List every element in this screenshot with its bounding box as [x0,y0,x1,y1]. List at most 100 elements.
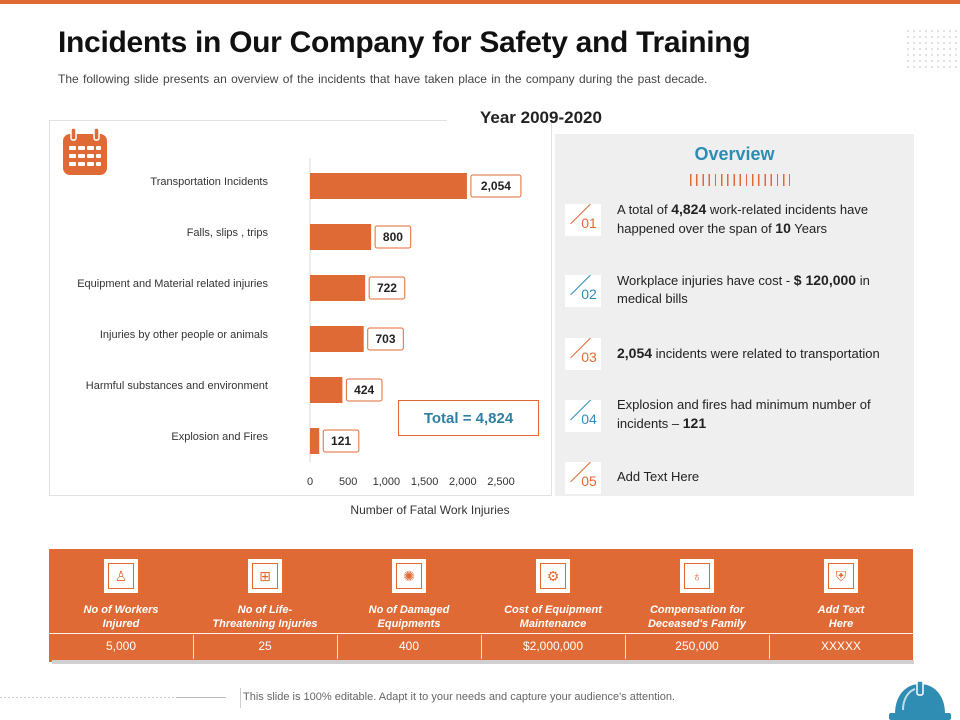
overview-item-text: 2,054 incidents were related to transpor… [617,345,880,361]
overview-item-number: 03 [565,338,601,370]
stat-value: $2,000,000 [522,639,584,653]
stats-divider [49,633,913,634]
data-label: 2,054 [481,179,511,193]
year-label: Year 2009-2020 [480,108,602,127]
data-label: 800 [383,230,403,244]
icon-glyph: ⊞ [252,563,278,589]
stat-separator [337,635,338,659]
category-label: Injuries by other people or animals [100,329,269,341]
stat-column: ♙ No of Workers Injured 5,000 [49,549,193,662]
page-title: Incidents in Our Company for Safety and … [58,26,751,59]
safety-helmet-icon [889,680,951,720]
gear-wrench-icon: ⚙ [536,559,570,593]
overview-item: 01 A total of 4,824 work-related incident… [565,200,910,250]
stats-band: ♙ No of Workers Injured 5,000 ⊞ No of Life- Th… [49,549,913,662]
x-tick-label: 2,000 [449,476,477,488]
data-label-box [368,276,406,300]
damaged-gears-icon: ✺ [392,559,426,593]
icon-glyph: ⛨ [828,563,854,589]
stat-value: 250,000 [675,639,719,653]
stat-value: 5,000 [105,639,137,653]
x-tick-label: 500 [339,476,357,488]
data-label-box [374,225,412,249]
category-label: Equipment and Material related injuries [77,278,268,290]
icon-glyph: ♙ [108,563,134,589]
overview-item-text: Add Text Here [617,469,700,484]
stat-value: 25 [258,639,272,653]
footer-rule [0,697,226,698]
bar [310,428,320,454]
stat-label: No of Life- Threatening Injuries [212,604,318,630]
data-label: 424 [354,383,374,397]
hospital-bed-icon: ⊞ [248,559,282,593]
stat-label: Add Text Here [817,604,865,630]
chart-panel [49,120,552,496]
overview-title: Overview [694,144,775,164]
x-tick-label: 2,500 [487,476,515,488]
data-label-box [345,378,383,402]
overview-item-text: Explosion and fires had minimum number o… [617,397,871,431]
top-accent-bar [0,0,960,4]
bar [310,173,467,199]
stat-column: ⚙ Cost of Equipment Maintenance $2,000,000 [481,549,625,662]
category-label: Transportation Incidents [150,176,268,188]
page-subtitle: The following slide presents an overview… [58,72,708,86]
bar [310,224,372,250]
bar [310,377,343,403]
overview-item: 04 Explosion and fires had minimum number… [565,396,910,446]
stat-separator [769,635,770,659]
stat-label: Cost of Equipment Maintenance [504,604,602,630]
stat-column: ⛨ Add Text Here XXXXX [769,549,913,662]
family-hands-icon: ♁ [680,559,714,593]
overview-item: 03 2,054 incidents were related to transp… [565,334,910,384]
overview-panel: Overview 01 A total of 4,824 work-related… [555,134,914,496]
category-label: Explosion and Fires [171,431,268,443]
overview-item-number: 01 [565,204,601,236]
icon-glyph: ♁ [684,563,710,589]
bar-chart: Transportation Incidents 2,054 Falls, slip… [77,158,522,488]
icon-glyph: ✺ [396,563,422,589]
stat-column: ⊞ No of Life- Threatening Injuries 25 [193,549,337,662]
data-label: 121 [331,434,351,448]
overview-item-text: Workplace injuries have cost - $ 120,000… [617,272,870,306]
worker-icon: ♙ [104,559,138,593]
overview-item: 02 Workplace injuries have cost - $ 120,0… [565,271,910,321]
overview-item-number: 02 [565,275,601,307]
decorative-dot-grid [905,28,957,72]
footer-divider [240,688,241,708]
calendar-icon [63,127,107,175]
x-axis-title: Number of Fatal Work Injuries [350,503,510,517]
overview-item: 05 Add Text Here [565,458,910,508]
stats-band-shadow [52,660,914,664]
stat-label: No of Damaged Equipments [368,604,450,630]
decorative-tick-marks [690,174,790,186]
data-label: 722 [377,281,397,295]
bar [310,275,366,301]
stat-value: 400 [398,639,420,653]
data-label-box [367,327,404,351]
x-tick-label: 1,500 [411,476,439,488]
bar [310,326,364,352]
x-tick-label: 0 [307,476,313,488]
stat-column: ♁ Compensation for Deceased's Family 250,00… [625,549,769,662]
category-label: Falls, slips , trips [187,227,269,239]
footer-rule-solid [176,697,226,698]
data-label-box [470,174,522,198]
category-label: Harmful substances and environment [86,380,268,392]
data-label: 703 [375,332,395,346]
stat-separator [481,635,482,659]
icon-glyph: ⚙ [540,563,566,589]
stat-separator [625,635,626,659]
stat-separator [193,635,194,659]
shield-icon: ⛨ [824,559,858,593]
stat-label: No of Workers Injured [83,604,159,630]
total-label: Total = 4,824 [398,400,539,436]
overview-item-text: A total of 4,824 work-related incidents … [617,201,869,236]
overview-item-number: 04 [565,400,601,432]
overview-item-number: 05 [565,462,601,494]
data-label-box [322,429,360,453]
x-tick-label: 1,000 [373,476,401,488]
stat-label: Compensation for Deceased's Family [647,604,746,630]
stat-value: XXXXX [820,639,862,653]
footer-note: This slide is 100% editable. Adapt it to… [243,691,675,703]
